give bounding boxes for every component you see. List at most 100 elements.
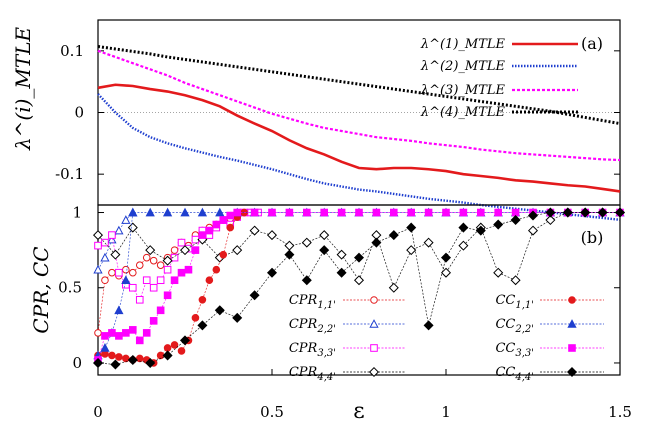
legend-marker-cpr-3 — [370, 344, 378, 352]
y-tick-label: 0 — [72, 354, 82, 372]
data-point-cc3 — [390, 208, 398, 217]
series-line-lambda-3 — [97, 49, 621, 162]
data-point-cc4 — [301, 275, 312, 286]
data-point-cc3 — [355, 208, 363, 217]
data-point-cpr4 — [249, 225, 260, 236]
data-point-cc4 — [232, 312, 243, 323]
data-point-cc4 — [197, 320, 208, 331]
legend-label-cc-1: CC1,1' — [495, 293, 534, 311]
data-point-cc2 — [145, 207, 155, 217]
y-tick-label: 0.1 — [60, 42, 84, 60]
data-point-cc1 — [163, 344, 172, 352]
data-point-cc3 — [320, 208, 328, 217]
series-line-lambda-1 — [97, 83, 621, 193]
data-point-cc4 — [336, 267, 347, 278]
data-point-cc1 — [177, 347, 186, 355]
legend-label-cpr-3: CPR3,3' — [289, 341, 336, 359]
data-point-cc4 — [493, 219, 504, 230]
data-point-cc3 — [142, 329, 151, 337]
data-point-cc1 — [212, 265, 221, 274]
legend-marker-cc-2 — [567, 319, 577, 328]
legend-label-lambda-2: λ^(2)_MTLE — [420, 59, 506, 74]
data-point-cpr1 — [122, 265, 130, 274]
data-point-cc4 — [284, 249, 295, 260]
data-point-cpr1 — [156, 261, 165, 269]
data-point-cc4 — [214, 305, 225, 316]
data-point-cpr4 — [179, 245, 191, 256]
panel-label-a: (a) — [581, 34, 603, 53]
data-point-cpr4 — [545, 215, 556, 226]
data-point-cpr3 — [149, 283, 158, 292]
data-point-cc2 — [197, 207, 208, 217]
data-point-cc3 — [108, 329, 116, 337]
data-point-cc4 — [179, 335, 191, 346]
panel-a: 0.1 0 -0.1 λ^(i)_MTLE (a) λ^(1)_MTLE λ^(2)_MTL… — [11, 19, 621, 221]
data-point-cc3 — [285, 208, 294, 217]
data-point-cc3 — [494, 208, 502, 217]
data-point-cc1 — [219, 250, 228, 259]
legend-label-lambda-3: λ^(3)_MTLE — [420, 83, 506, 98]
data-point-cc3 — [226, 211, 235, 220]
data-point-cc3 — [459, 208, 468, 217]
data-point-cc3 — [511, 208, 520, 217]
data-point-cc4 — [614, 207, 626, 218]
data-point-cc4 — [249, 290, 260, 301]
data-point-cc3 — [372, 208, 381, 217]
data-point-cc4 — [580, 207, 591, 218]
data-point-cc3 — [250, 208, 259, 217]
data-point-cc4 — [127, 354, 138, 365]
data-point-cpr4 — [162, 255, 173, 266]
data-point-cpr4 — [266, 230, 278, 241]
data-point-cc4 — [371, 237, 382, 248]
data-point-cpr1 — [149, 256, 158, 265]
data-point-cpr4 — [319, 230, 330, 241]
y-tick-label: -0.1 — [55, 165, 84, 183]
x-tick-label: 1.5 — [608, 403, 632, 421]
data-point-cc1 — [226, 223, 235, 232]
data-point-cpr1 — [135, 261, 144, 269]
data-point-cc4 — [423, 320, 434, 331]
data-point-cpr4 — [145, 245, 156, 256]
data-point-cc4 — [545, 207, 556, 218]
y-tick-label: 1 — [72, 204, 82, 222]
legend-label-cc-4: CC4,4' — [495, 365, 534, 383]
data-point-cpr3 — [163, 265, 172, 274]
series-line-cc3 — [97, 212, 620, 361]
legend-label-cpr-1: CPR1,1' — [289, 293, 336, 311]
data-point-cpr4 — [406, 245, 417, 256]
data-point-cc3 — [424, 208, 433, 217]
data-point-cpr1 — [129, 268, 137, 277]
data-point-cc2 — [121, 275, 131, 285]
data-point-cc4 — [458, 222, 469, 233]
x-axis-label: ε — [353, 399, 364, 424]
data-point-cpr3 — [94, 241, 102, 250]
legend-marker-cc-1 — [568, 296, 576, 304]
data-point-cc3 — [212, 220, 221, 229]
data-point-cpr4 — [353, 275, 365, 286]
data-point-cc4 — [92, 357, 104, 368]
data-point-cpr4 — [301, 237, 312, 248]
data-point-cpr1 — [142, 253, 151, 262]
data-point-cc2 — [100, 343, 110, 352]
y-axis-label-a: λ^(i)_MTLE — [11, 26, 35, 151]
data-point-cc3 — [184, 265, 193, 274]
data-point-cc2 — [114, 305, 124, 315]
legend-marker-cpr-1 — [370, 296, 378, 304]
data-point-cc2 — [162, 207, 173, 217]
data-point-cpr2 — [114, 225, 124, 235]
data-point-cc3 — [337, 208, 346, 217]
y-tick-label: 0.5 — [58, 279, 82, 297]
data-point-cpr3 — [135, 295, 144, 304]
y-tick-label: 0 — [74, 104, 84, 122]
data-point-cpr4 — [92, 230, 104, 241]
data-point-cc4 — [440, 252, 452, 263]
data-point-cpr4 — [527, 225, 539, 236]
data-point-cpr4 — [458, 240, 469, 251]
data-point-cpr4 — [284, 240, 295, 251]
data-point-cpr3 — [115, 268, 123, 277]
data-point-cc3 — [149, 317, 158, 325]
data-point-cc3 — [191, 246, 200, 254]
panel-label-b: (b) — [581, 228, 604, 247]
